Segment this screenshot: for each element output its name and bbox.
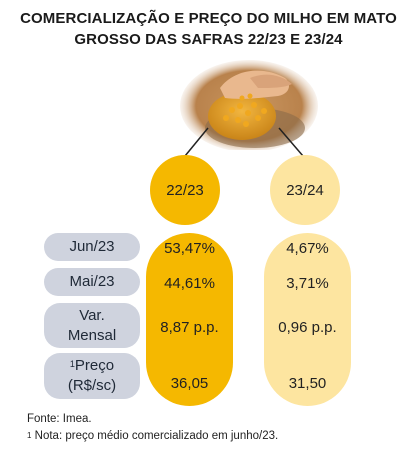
row-label-preco: 1Preço (R$/sc) [44,353,140,399]
row-label-var-mensal: Var. Mensal [44,303,140,348]
value-2324-mai23: 3,71% [286,275,329,292]
row-label-var-line1: Var. [79,306,105,324]
value-2223-jun23: 53,47% [164,240,215,257]
source-note: Fonte: Imea. [27,413,92,425]
season-2324-column [264,233,351,406]
value-2223-var-mensal: 8,87 p.p. [160,319,219,336]
season-2324-badge: 23/24 [270,155,340,225]
season-2223-badge: 22/23 [150,155,220,225]
row-label-jun23: Jun/23 [44,233,140,261]
value-2324-preco: 31,50 [288,375,327,392]
row-label-var-line2: Mensal [67,326,117,344]
title-line-1: COMERCIALIZAÇÃO E PREÇO DO MILHO EM MATO [20,10,397,27]
footnote-number: 1 [27,431,32,440]
row-label-preco-line1: Preço [74,357,115,374]
season-2223-column [146,233,233,406]
value-2223-mai23: 44,61% [164,275,215,292]
footnote-marker: 1 [69,359,75,369]
value-2324-jun23: 4,67% [286,240,329,257]
row-label-mai23: Mai/23 [44,268,140,296]
footnote-text: Nota: preço médio comercializado em junh… [34,430,279,442]
value-2324-var-mensal: 0,96 p.p. [278,319,337,336]
row-label-preco-line2: (R$/sc) [67,377,117,394]
page-title: COMERCIALIZAÇÃO E PREÇO DO MILHO EM MATO… [0,8,417,50]
title-line-2: GROSSO DAS SAFRAS 22/23 E 23/24 [74,31,343,48]
hands-with-corn-grains-image [180,60,318,150]
footer-notes: Fonte: Imea. 1 Nota: preço médio comerci… [27,411,278,445]
value-2223-preco: 36,05 [170,375,209,392]
